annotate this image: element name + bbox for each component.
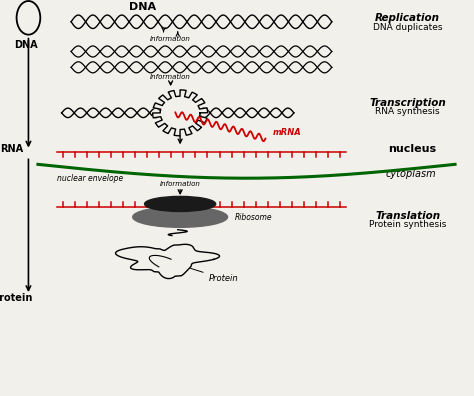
Polygon shape — [153, 90, 208, 136]
Text: Protein: Protein — [0, 293, 32, 303]
Text: Information: Information — [160, 181, 201, 187]
Ellipse shape — [145, 196, 216, 211]
Text: nuclear envelope: nuclear envelope — [57, 174, 123, 183]
Text: DNA: DNA — [14, 40, 38, 50]
Text: Protein: Protein — [190, 268, 238, 283]
Text: Information: Information — [150, 36, 191, 42]
Polygon shape — [116, 244, 219, 278]
Text: Transcription: Transcription — [369, 98, 446, 108]
Text: Protein synthesis: Protein synthesis — [369, 220, 447, 229]
Text: cytoplasm: cytoplasm — [385, 169, 436, 179]
Text: mRNA: mRNA — [273, 128, 301, 137]
Text: Translation: Translation — [375, 211, 440, 221]
Text: DNA duplicates: DNA duplicates — [373, 23, 442, 32]
Text: RNA: RNA — [0, 143, 23, 154]
Ellipse shape — [133, 207, 228, 227]
Text: nucleus: nucleus — [388, 143, 436, 154]
Text: DNA: DNA — [128, 2, 156, 12]
Text: Replication: Replication — [375, 13, 440, 23]
Text: Ribosome: Ribosome — [235, 213, 272, 221]
Text: RNA synthesis: RNA synthesis — [375, 107, 440, 116]
Text: Information: Information — [150, 74, 191, 80]
